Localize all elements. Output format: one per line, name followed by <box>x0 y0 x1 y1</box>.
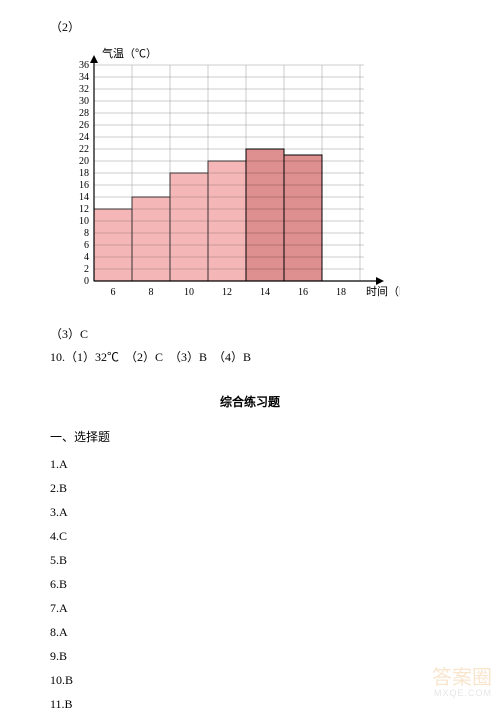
answer-item: 7.A <box>50 599 450 617</box>
svg-text:28: 28 <box>79 108 89 119</box>
svg-text:32: 32 <box>79 84 89 95</box>
svg-text:18: 18 <box>79 168 89 179</box>
svg-text:2: 2 <box>84 264 89 275</box>
answer-10: 10.（1）32℃ （2）C （3）B （4）B <box>50 348 450 365</box>
svg-text:10: 10 <box>79 216 89 227</box>
answer-item: 8.A <box>50 623 450 641</box>
svg-text:6: 6 <box>84 240 89 251</box>
temperature-bar-chart: 0246810121416182022242628303234366810121… <box>60 43 400 311</box>
answer-item: 5.B <box>50 551 450 569</box>
svg-text:16: 16 <box>298 287 308 298</box>
watermark-main: 答案圈 <box>432 667 492 689</box>
answer-item: 4.C <box>50 527 450 545</box>
svg-text:14: 14 <box>79 192 89 203</box>
svg-text:14: 14 <box>260 287 270 298</box>
answer-item: 9.B <box>50 647 450 665</box>
answer-3: （3）C <box>50 325 450 342</box>
svg-text:12: 12 <box>222 287 232 298</box>
watermark: 答案圈 MXQE.COM <box>432 667 492 699</box>
svg-text:24: 24 <box>79 132 89 143</box>
svg-text:36: 36 <box>79 60 89 71</box>
answer-item: 2.B <box>50 479 450 497</box>
chart-svg: 0246810121416182022242628303234366810121… <box>60 43 400 311</box>
answer-item: 3.A <box>50 503 450 521</box>
watermark-sub: MXQE.COM <box>432 689 492 699</box>
svg-text:气温（℃）: 气温（℃） <box>102 46 157 60</box>
svg-text:4: 4 <box>84 252 89 263</box>
svg-text:20: 20 <box>79 156 89 167</box>
answer-item: 6.B <box>50 575 450 593</box>
svg-text:6: 6 <box>111 287 116 298</box>
svg-text:30: 30 <box>79 96 89 107</box>
svg-text:8: 8 <box>84 228 89 239</box>
answer-item: 11.B <box>50 695 450 713</box>
answers-list: 1.A 2.B 3.A 4.C 5.B 6.B 7.A 8.A 9.B 10.B 11.B <box>50 455 450 713</box>
svg-text:22: 22 <box>79 144 89 155</box>
section-title: 综合练习题 <box>50 393 450 410</box>
svg-text:10: 10 <box>184 287 194 298</box>
svg-text:34: 34 <box>79 72 89 83</box>
svg-text:12: 12 <box>79 204 89 215</box>
question-2-label: （2） <box>50 18 450 35</box>
answer-item: 1.A <box>50 455 450 473</box>
subsection-1-heading: 一、选择题 <box>50 428 450 445</box>
svg-text:时间（时）: 时间（时） <box>366 285 400 298</box>
answer-item: 10.B <box>50 671 450 689</box>
svg-text:16: 16 <box>79 180 89 191</box>
svg-text:0: 0 <box>84 276 89 287</box>
svg-text:26: 26 <box>79 120 89 131</box>
svg-text:8: 8 <box>149 287 154 298</box>
svg-text:18: 18 <box>336 287 346 298</box>
